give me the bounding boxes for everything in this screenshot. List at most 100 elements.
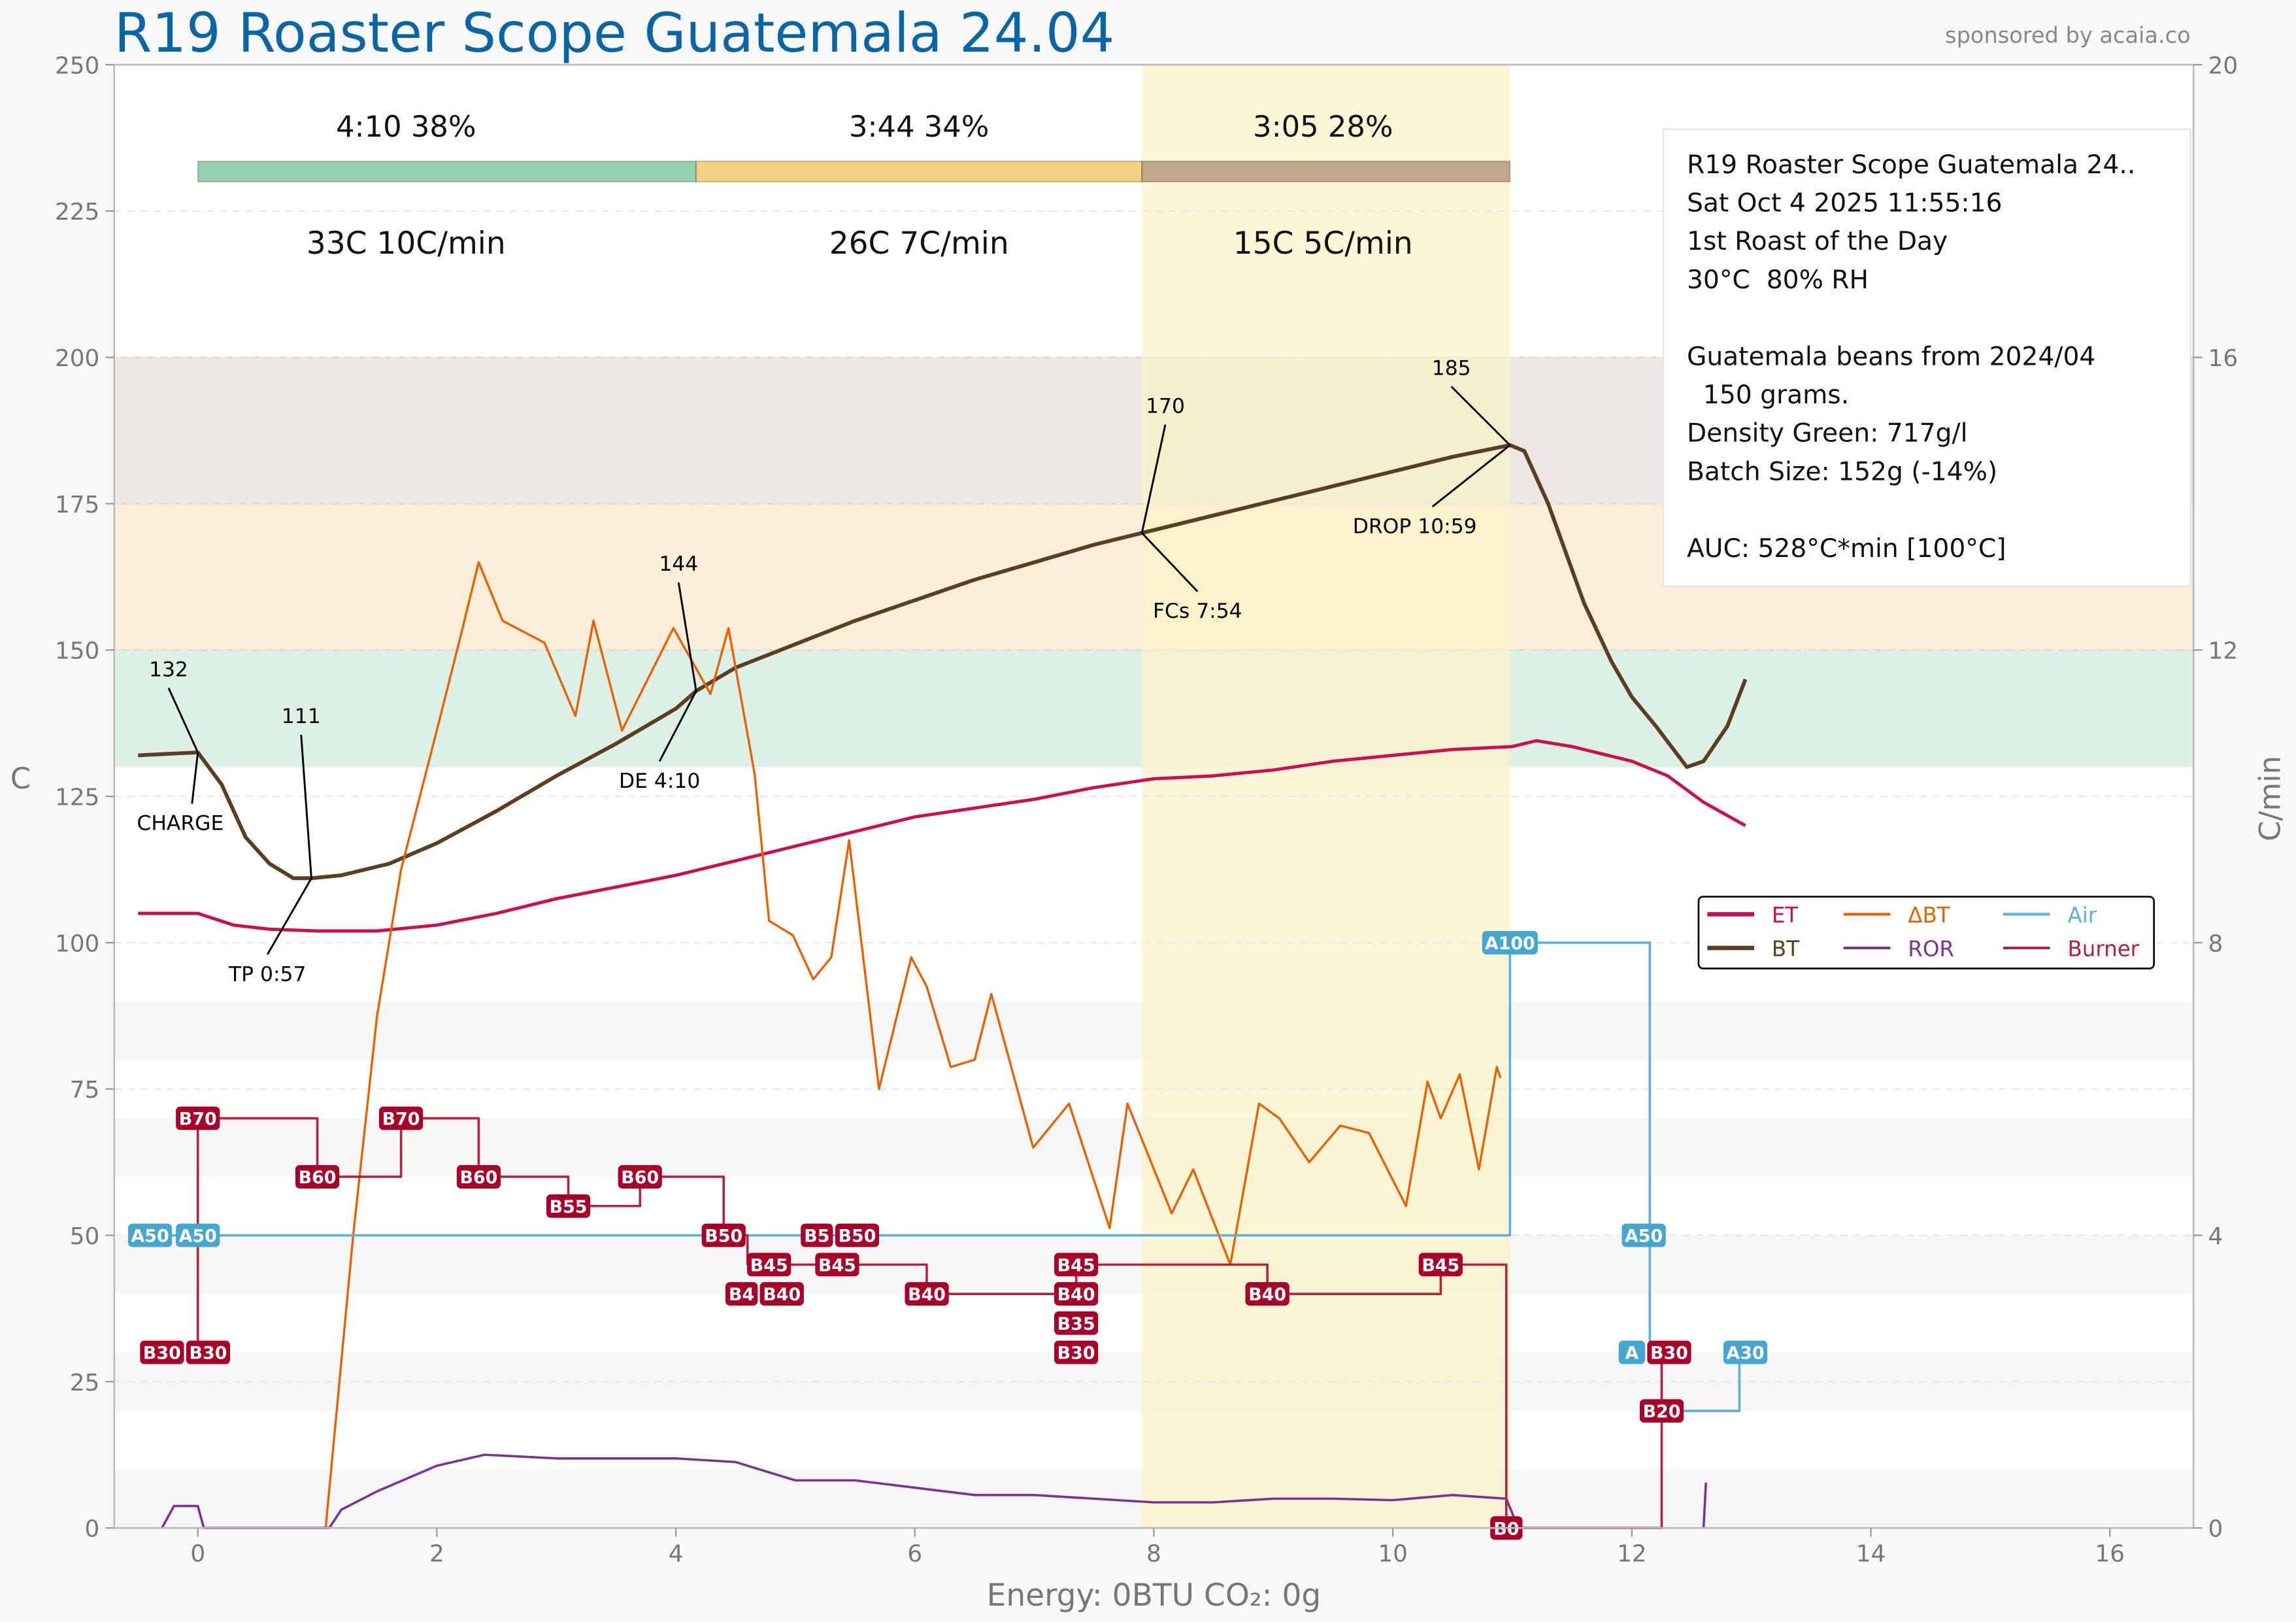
phase-bar-2 <box>695 160 1143 183</box>
burner-event-label: B50 <box>705 1226 742 1247</box>
y-tick-label: 25 <box>70 1370 100 1396</box>
phase-stats-label: 15C 5C/min <box>1233 226 1413 262</box>
legend-label: Air <box>2067 903 2097 928</box>
burner-event-label: B60 <box>621 1168 659 1188</box>
burner-event-marker <box>1054 1340 1099 1364</box>
burner-event-label: B4 <box>729 1285 754 1305</box>
y2-tick-label: 16 <box>2208 345 2238 372</box>
burner-event-marker <box>1054 1311 1099 1335</box>
annotation-event: TP 0:57 <box>228 962 306 986</box>
burner-event-marker <box>1245 1282 1289 1306</box>
phase-bar-3 <box>1141 160 1511 183</box>
legend-label: ΔBT <box>1908 903 1950 928</box>
annotation-value: 132 <box>149 658 188 681</box>
legend-label: BT <box>1772 936 1799 961</box>
sponsor-text[interactable]: sponsored by acaia.co <box>1945 22 2191 48</box>
burner-event-label: B20 <box>1643 1402 1681 1422</box>
burner-event-label: B70 <box>382 1109 420 1130</box>
x-tick-label: 0 <box>190 1541 205 1568</box>
y-tick-label: 50 <box>70 1223 100 1250</box>
legend: ET BT ΔBT ROR Air Burner <box>1697 896 2155 970</box>
info-line: 150 grams. <box>1687 380 1849 410</box>
roast-info-box: R19 Roaster Scope Guatemala 24.. Sat Oct … <box>1663 128 2191 587</box>
air-event-label: A <box>1625 1343 1639 1364</box>
x-axis-label: Energy: 0BTU CO₂: 0g <box>987 1578 1322 1614</box>
y2-tick-label: 12 <box>2208 638 2238 665</box>
air-event-marker <box>1622 1223 1666 1247</box>
burner-event-label: B50 <box>839 1226 876 1247</box>
chart-title: R19 Roaster Scope Guatemala 24.04 <box>114 1 1115 65</box>
burner-event-label: B40 <box>908 1285 946 1305</box>
burner-event-marker <box>295 1165 340 1189</box>
annotation-leader <box>266 877 312 955</box>
y-axis-label: C <box>10 761 31 796</box>
burner-event-marker <box>905 1282 949 1306</box>
annotation-leader <box>1431 444 1511 508</box>
annotation-event: DROP 10:59 <box>1353 515 1477 538</box>
air-event-marker <box>127 1223 173 1247</box>
info-line: Guatemala beans from 2024/04 <box>1687 342 2095 371</box>
legend-label: Burner <box>2067 936 2139 961</box>
burner-event-marker <box>747 1253 791 1277</box>
info-line: Batch Size: 152g (-14%) <box>1687 457 1997 486</box>
y-tick-label: 75 <box>70 1077 100 1104</box>
burner-event-marker <box>815 1253 859 1277</box>
burner-event-marker <box>725 1282 758 1306</box>
x-tick-label: 12 <box>1617 1541 1647 1568</box>
info-line: 1st Roast of the Day <box>1687 227 1948 256</box>
air-event-label: A50 <box>131 1226 169 1247</box>
burner-event-label: B40 <box>1057 1285 1095 1305</box>
y2-tick-label: 8 <box>2208 930 2223 957</box>
y-tick-label: 125 <box>55 785 99 811</box>
info-box-frame <box>1663 128 2191 587</box>
x-tick-label: 14 <box>1856 1541 1886 1568</box>
info-line: Sat Oct 4 2025 11:55:16 <box>1687 188 2003 218</box>
burner-event-marker <box>456 1165 501 1189</box>
annotation-event: CHARGE <box>137 812 224 836</box>
phase-stats-label: 26C 7C/min <box>829 226 1009 262</box>
air-event-marker <box>1482 930 1538 955</box>
info-line: R19 Roaster Scope Guatemala 24.. <box>1687 150 2135 180</box>
annotation-value: 170 <box>1146 395 1185 418</box>
x-tick-label: 6 <box>907 1541 922 1568</box>
y2-tick-label: 4 <box>2208 1223 2223 1250</box>
burner-event-label: B30 <box>1650 1343 1688 1364</box>
burner-event-marker <box>1647 1340 1691 1364</box>
y-tick-label: 200 <box>55 345 99 372</box>
air-event-marker <box>176 1223 220 1247</box>
phase-time-label: 4:10 38% <box>336 109 476 144</box>
burner-event-label: B35 <box>1057 1314 1095 1334</box>
y-tick-label: 0 <box>85 1516 100 1543</box>
burner-event-label: B40 <box>1248 1285 1286 1305</box>
burner-event-label: B45 <box>750 1255 788 1276</box>
burner-event-marker <box>1054 1282 1099 1306</box>
y2-tick-label: 20 <box>2208 52 2238 79</box>
air-event-label: A50 <box>179 1226 217 1247</box>
x-tick-label: 10 <box>1378 1541 1408 1568</box>
burner-event-label: B70 <box>179 1109 217 1130</box>
burner-event-marker <box>701 1223 746 1247</box>
series-line-delta-bt <box>324 561 1502 1529</box>
burner-event-marker <box>176 1106 220 1130</box>
annotation-leader <box>1140 424 1167 533</box>
burner-event-label: B30 <box>190 1343 227 1364</box>
air-event-label: A100 <box>1485 934 1535 954</box>
burner-event-label: B30 <box>143 1343 181 1364</box>
burner-event-marker <box>801 1223 833 1247</box>
y-tick-label: 175 <box>55 492 99 518</box>
y-tick-label: 150 <box>55 638 99 665</box>
y-tick-label: 225 <box>55 199 99 226</box>
x-tick-label: 2 <box>429 1541 444 1568</box>
burner-event-marker <box>759 1282 804 1306</box>
burner-event-label: B55 <box>550 1197 588 1217</box>
annotation-event: FCs 7:54 <box>1153 600 1242 623</box>
burner-event-marker <box>378 1106 424 1130</box>
phase-time-label: 3:05 28% <box>1253 109 1393 144</box>
air-event-marker <box>1723 1340 1768 1364</box>
x-tick-label: 8 <box>1146 1541 1161 1568</box>
series-line-ror <box>161 1453 1520 1529</box>
annotation-value: 185 <box>1432 356 1471 380</box>
y2-tick-label: 0 <box>2208 1516 2223 1543</box>
annotation-leader <box>658 690 697 762</box>
